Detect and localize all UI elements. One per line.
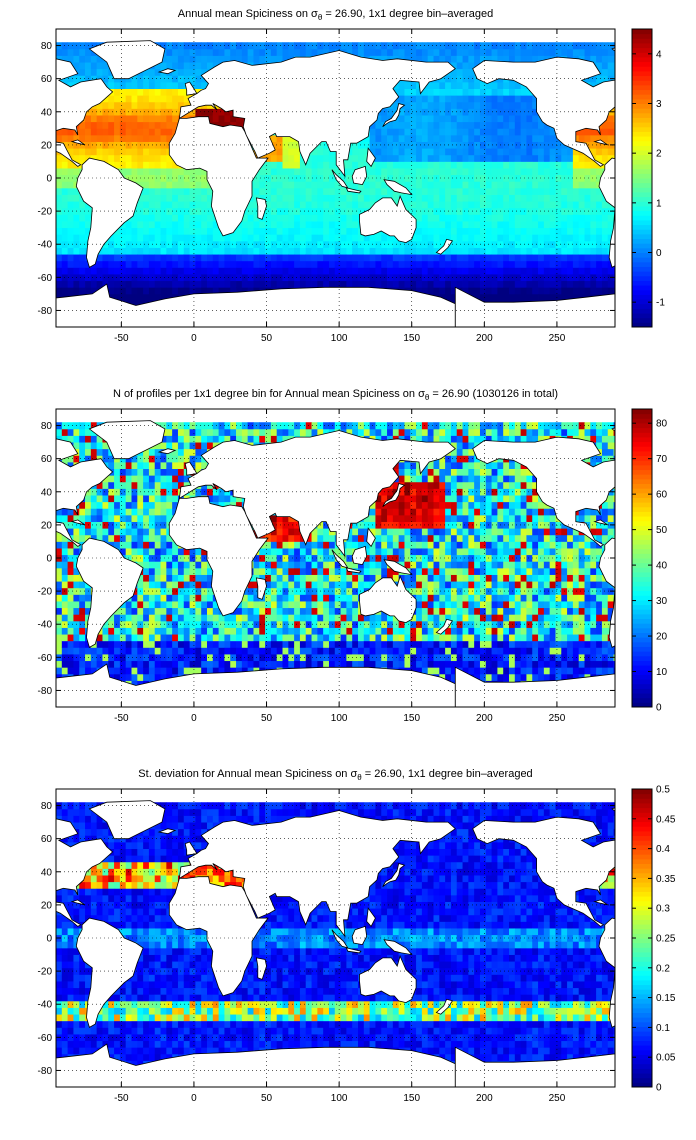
colorbar-tick-label: 0.05: [656, 1053, 676, 1064]
colorbar-tick-label: 40: [656, 561, 668, 572]
x-tick-label: 150: [403, 713, 420, 724]
x-tick-label: 250: [549, 1093, 566, 1104]
colorbar-tick-label: 2: [656, 149, 662, 160]
x-tick-label: 100: [331, 1093, 348, 1104]
x-tick-label: 200: [476, 333, 493, 344]
y-tick-label: -80: [38, 306, 53, 317]
x-tick-label: 0: [191, 713, 197, 724]
x-tick-label: -50: [114, 1093, 129, 1104]
y-tick-label: 60: [41, 454, 53, 465]
heatmap-cells: [56, 800, 615, 1087]
colorbar-tick-label: 60: [656, 490, 668, 501]
profile-count-map-panel: N of profiles per 1x1 degree bin for Ann…: [0, 380, 696, 760]
colorbar-tick-label: 0.4: [656, 844, 670, 855]
y-tick-label: 80: [41, 801, 53, 812]
colorbar: 80 70 60 50 40 30 20 10 0: [631, 408, 668, 714]
y-tick-label: 0: [46, 174, 52, 185]
x-tick-label: -50: [114, 713, 129, 724]
std-deviation-map: St. deviation for Annual mean Spiciness …: [38, 768, 676, 1104]
chart-title: N of profiles per 1x1 degree bin for Ann…: [113, 388, 558, 402]
y-tick-label: 80: [41, 421, 53, 432]
colorbar-tick-label: 4: [656, 49, 662, 60]
colorbar: 4 3 2 1 0 -1: [631, 28, 665, 328]
y-tick-label: -80: [38, 686, 53, 697]
x-tick-label: 250: [549, 333, 566, 344]
std-deviation-map-panel: St. deviation for Annual mean Spiciness …: [0, 760, 696, 1140]
colorbar-tick-label: 0.15: [656, 993, 676, 1004]
x-tick-label: 100: [331, 713, 348, 724]
spiciness-map: Annual mean Spiciness on σθ = 26.90, 1x1…: [38, 8, 666, 344]
colorbar-tick-label: 20: [656, 632, 668, 643]
x-tick-label: 200: [476, 713, 493, 724]
x-tick-label: 100: [331, 333, 348, 344]
y-tick-label: 20: [41, 140, 53, 151]
grid-lines: [56, 29, 615, 327]
colorbar-tick-label: 80: [656, 419, 668, 430]
x-tick-label: 0: [191, 1093, 197, 1104]
grid-lines: [56, 789, 615, 1087]
y-tick-label: -80: [38, 1066, 53, 1077]
colorbar-tick-label: 0.5: [656, 785, 670, 796]
y-tick-label: -40: [38, 620, 53, 631]
y-tick-label: -20: [38, 207, 53, 218]
chart-title: St. deviation for Annual mean Spiciness …: [138, 768, 532, 782]
colorbar-tick-label: 0.45: [656, 814, 676, 825]
x-tick-label: 200: [476, 1093, 493, 1104]
colorbar-tick-label: 0: [656, 1083, 662, 1094]
y-tick-label: 0: [46, 554, 52, 565]
x-tick-label: 150: [403, 333, 420, 344]
y-tick-label: 20: [41, 520, 53, 531]
colorbar-tick-label: 70: [656, 454, 668, 465]
colorbar-tick-label: 1: [656, 198, 662, 209]
y-tick-label: 40: [41, 867, 53, 878]
heatmap-cells: [56, 40, 615, 327]
x-tick-label: 50: [261, 1093, 273, 1104]
x-tick-label: 50: [261, 713, 273, 724]
colorbar-tick-label: 0.2: [656, 963, 670, 974]
y-tick-label: 0: [46, 934, 52, 945]
x-tick-label: 50: [261, 333, 273, 344]
profile-count-map: N of profiles per 1x1 degree bin for Ann…: [38, 388, 668, 724]
spiciness-map-panel: Annual mean Spiciness on σθ = 26.90, 1x1…: [0, 0, 696, 380]
y-tick-label: 40: [41, 107, 53, 118]
chart-title: Annual mean Spiciness on σθ = 26.90, 1x1…: [178, 8, 494, 22]
colorbar-tick-label: 0.35: [656, 874, 676, 885]
colorbar-tick-label: 0.25: [656, 934, 676, 945]
coastlines: [56, 420, 615, 707]
colorbar-tick-label: 0.3: [656, 904, 670, 915]
y-tick-label: 20: [41, 900, 53, 911]
colorbar: 0.5 0.45 0.4 0.35 0.3 0.25 0.2 0.15 0.1 0.05 0: [631, 785, 676, 1094]
y-tick-label: 80: [41, 41, 53, 52]
colorbar-tick-label: 0: [656, 248, 662, 259]
y-tick-label: 60: [41, 74, 53, 85]
coastlines: [56, 40, 615, 327]
x-tick-label: 150: [403, 1093, 420, 1104]
colorbar-tick-label: 0: [656, 703, 662, 714]
x-tick-label: -50: [114, 333, 129, 344]
heatmap-cells: [56, 420, 615, 707]
colorbar-tick-label: -1: [656, 298, 665, 309]
y-tick-label: -60: [38, 273, 53, 284]
y-tick-label: 60: [41, 834, 53, 845]
y-tick-label: -20: [38, 587, 53, 598]
x-tick-label: 250: [549, 713, 566, 724]
y-tick-label: -60: [38, 1033, 53, 1044]
colorbar-tick-label: 3: [656, 99, 662, 110]
y-tick-label: -60: [38, 653, 53, 664]
x-tick-label: 0: [191, 333, 197, 344]
y-tick-label: -20: [38, 967, 53, 978]
colorbar-tick-label: 30: [656, 596, 668, 607]
coastlines: [56, 800, 615, 1087]
colorbar-tick-label: 50: [656, 525, 668, 536]
y-tick-label: -40: [38, 1000, 53, 1011]
colorbar-tick-label: 10: [656, 667, 668, 678]
grid-lines: [56, 409, 615, 707]
y-tick-label: -40: [38, 240, 53, 251]
y-tick-label: 40: [41, 487, 53, 498]
colorbar-tick-label: 0.1: [656, 1023, 670, 1034]
